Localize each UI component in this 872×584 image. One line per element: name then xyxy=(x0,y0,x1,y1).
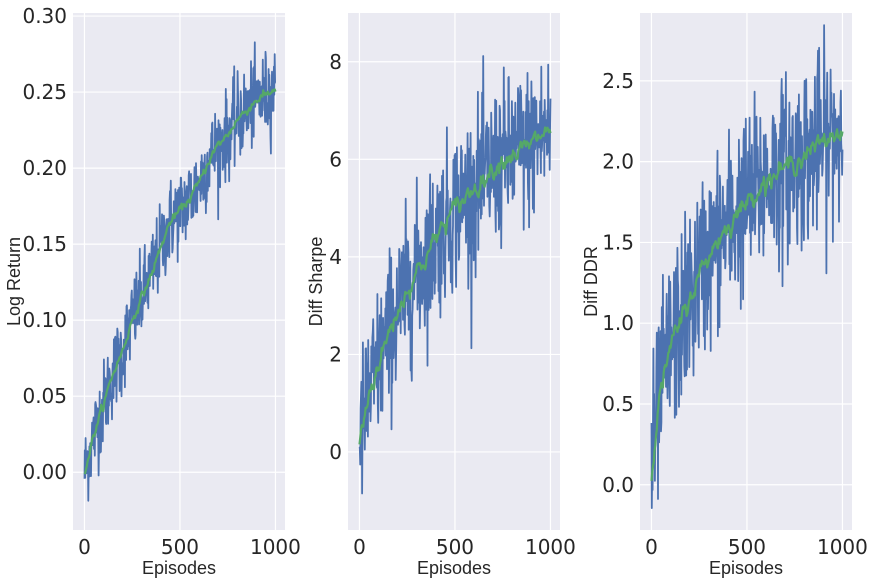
x-axis-label: Episodes xyxy=(142,558,216,578)
x-tick-label: 0 xyxy=(78,535,91,559)
x-tick-label: 1000 xyxy=(250,535,301,559)
series-raw-line xyxy=(358,55,552,495)
x-tick-label: 1000 xyxy=(525,535,576,559)
y-tick-label: 0.30 xyxy=(22,4,67,28)
y-tick-label: 0.10 xyxy=(22,308,67,332)
x-axis-label: Episodes xyxy=(417,558,491,578)
y-tick-label: 2.5 xyxy=(602,69,634,93)
x-tick-label: 1000 xyxy=(817,535,868,559)
y-tick-label: 8 xyxy=(329,50,342,74)
series-smoothed-line xyxy=(83,88,277,475)
y-axis-label: Diff Sharpe xyxy=(306,237,326,327)
subplot-2: 0 500 1000 0 2 4 6 8 Episodes Diff Sharpe xyxy=(306,13,576,578)
y-tick-label: 2 xyxy=(329,342,342,366)
y-tick-label: 0.25 xyxy=(22,80,67,104)
x-tick-label: 500 xyxy=(728,535,766,559)
y-tick-label: 2.0 xyxy=(602,150,634,174)
y-tick-label: 6 xyxy=(329,147,342,171)
subplot-1: 0 500 1000 0.00 0.05 0.10 0.15 0.20 0.25 0.30 Epis… xyxy=(4,4,301,578)
x-tick-label: 500 xyxy=(436,535,474,559)
y-tick-label: 0.20 xyxy=(22,156,67,180)
x-tick-label: 0 xyxy=(353,535,366,559)
series-raw-line xyxy=(650,24,844,510)
x-axis-label: Episodes xyxy=(709,558,783,578)
y-tick-label: 0 xyxy=(329,440,342,464)
x-tick-label: 0 xyxy=(645,535,658,559)
y-tick-label: 0.5 xyxy=(602,392,634,416)
y-tick-label: 0.0 xyxy=(602,473,634,497)
y-tick-label: 4 xyxy=(329,245,342,269)
series-smoothed-line xyxy=(650,128,844,481)
subplot-3: 0 500 1000 0.0 0.5 1.0 1.5 2.0 2.5 Episodes Diff D… xyxy=(581,13,868,578)
y-tick-label: 1.0 xyxy=(602,311,634,335)
y-tick-label: 0.00 xyxy=(22,460,67,484)
y-axis-label: Diff DDR xyxy=(581,246,601,317)
y-tick-label: 0.05 xyxy=(22,384,67,408)
plot-area xyxy=(348,13,560,530)
y-axis-label: Log Return xyxy=(4,237,24,326)
x-tick-label: 500 xyxy=(161,535,199,559)
y-tick-label: 1.5 xyxy=(602,230,634,254)
series-raw-line xyxy=(83,41,277,502)
series-smoothed-line xyxy=(358,126,552,445)
y-tick-label: 0.15 xyxy=(22,232,67,256)
